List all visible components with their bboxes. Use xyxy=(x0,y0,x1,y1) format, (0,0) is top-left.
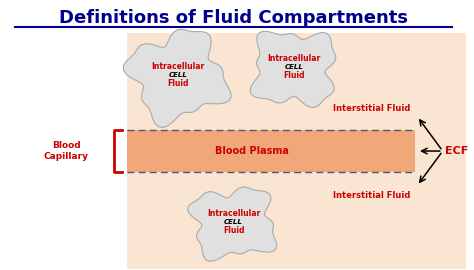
Bar xyxy=(127,33,466,269)
Polygon shape xyxy=(188,187,277,261)
Text: Blood
Capillary: Blood Capillary xyxy=(44,141,89,161)
Text: Fluid: Fluid xyxy=(283,71,305,80)
Text: ECF: ECF xyxy=(445,146,468,156)
Polygon shape xyxy=(250,31,336,107)
Text: Definitions of Fluid Compartments: Definitions of Fluid Compartments xyxy=(59,9,408,28)
Bar xyxy=(127,130,415,173)
Text: Interstitial Fluid: Interstitial Fluid xyxy=(333,104,410,113)
Text: CELL: CELL xyxy=(284,64,303,70)
Text: Intracellular: Intracellular xyxy=(151,62,204,71)
Text: Intracellular: Intracellular xyxy=(267,54,320,63)
Text: Fluid: Fluid xyxy=(167,79,189,88)
Text: Interstitial Fluid: Interstitial Fluid xyxy=(333,191,410,200)
Text: Blood Plasma: Blood Plasma xyxy=(215,146,289,156)
Polygon shape xyxy=(123,29,231,127)
Text: Fluid: Fluid xyxy=(223,226,245,235)
Text: CELL: CELL xyxy=(168,72,187,78)
Text: Intracellular: Intracellular xyxy=(207,209,260,218)
Text: CELL: CELL xyxy=(224,219,243,225)
